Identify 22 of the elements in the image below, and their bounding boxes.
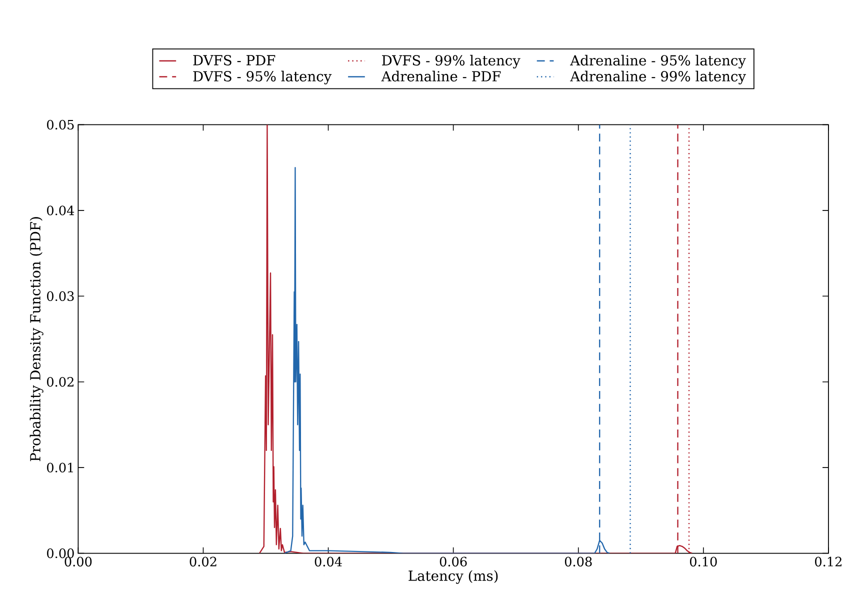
legend-label: DVFS - PDF [193, 55, 276, 66]
x-tick-label: 0.04 [314, 556, 342, 567]
x-tick-label: 0.00 [64, 556, 92, 567]
x-tick-label: 0.10 [690, 556, 717, 567]
y-axis-title: Probability Density Function (PDF) [30, 217, 44, 462]
x-tick-label: 0.12 [815, 556, 842, 567]
x-tick-label: 0.08 [564, 556, 592, 567]
legend-label: DVFS - 95% latency [193, 70, 332, 84]
y-tick-label: 0.02 [47, 377, 74, 387]
y-tick-label: 0.05 [47, 120, 74, 130]
legend-label: DVFS - 99% latency [382, 55, 520, 69]
x-tick-label: 0.02 [190, 556, 216, 567]
legend-label: Adrenaline - 99% latency [570, 70, 746, 84]
legend-label: Adrenaline - 95% latency [570, 55, 746, 69]
y-tick-label: 0.00 [47, 548, 74, 558]
y-tick-label: 0.01 [47, 462, 73, 473]
line-series [258, 124, 693, 554]
y-tick-label: 0.03 [47, 291, 74, 302]
y-tick-label: 0.04 [47, 206, 74, 216]
legend-label: Adrenaline - PDF [381, 70, 501, 82]
x-axis-title: Latency (ms) [408, 570, 498, 584]
x-tick-label: 0.06 [440, 556, 467, 567]
